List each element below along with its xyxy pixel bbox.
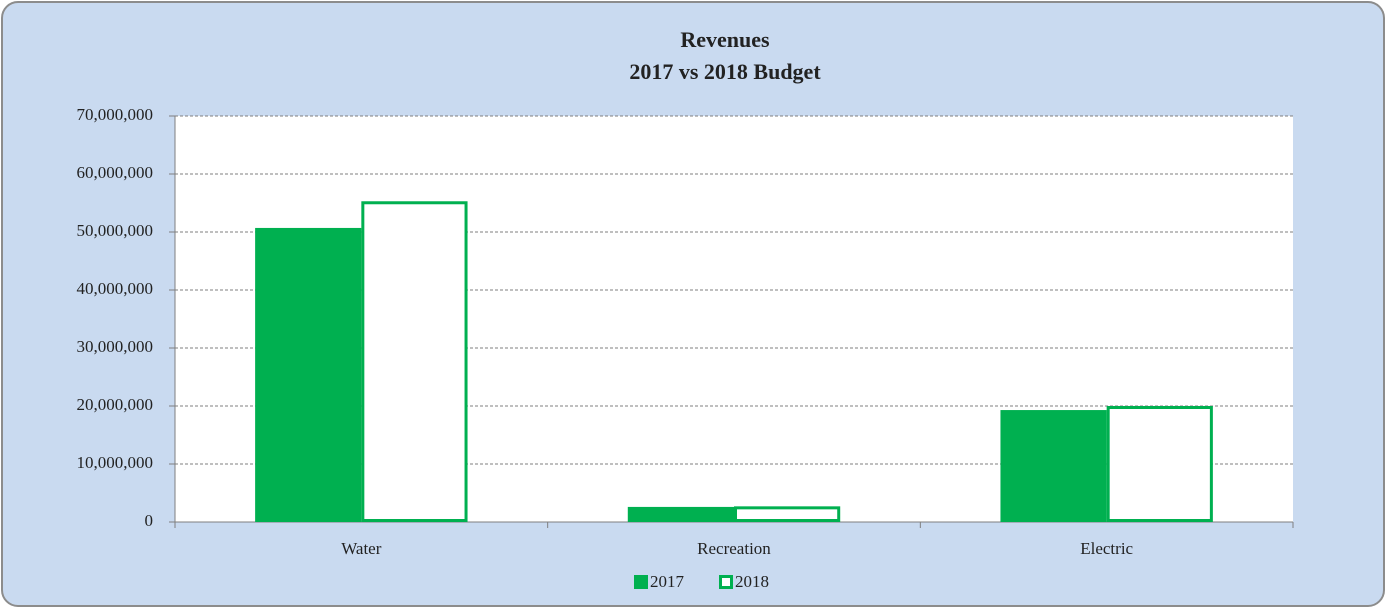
- bar: [734, 506, 841, 522]
- chart-title: Revenues: [680, 27, 770, 52]
- legend-swatch: [634, 575, 648, 589]
- legend-label: 2017: [650, 572, 685, 591]
- y-tick-label: 20,000,000: [77, 395, 154, 414]
- bar: [361, 201, 468, 522]
- chart-subtitle: 2017 vs 2018 Budget: [629, 59, 821, 84]
- bar: [627, 506, 734, 522]
- y-tick-label: 50,000,000: [77, 221, 154, 240]
- bar: [1000, 410, 1107, 522]
- y-tick-label: 70,000,000: [77, 105, 154, 124]
- y-tick-label: 10,000,000: [77, 453, 154, 472]
- legend-label: 2018: [735, 572, 769, 591]
- x-tick-label: Electric: [1080, 539, 1133, 558]
- bar: [1106, 406, 1213, 522]
- y-tick-label: 60,000,000: [77, 163, 154, 182]
- y-tick-label: 30,000,000: [77, 337, 154, 356]
- legend-swatch: [719, 575, 733, 589]
- y-tick-label: 0: [145, 511, 154, 530]
- y-tick-label: 40,000,000: [77, 279, 154, 298]
- bar: [255, 227, 362, 522]
- x-tick-label: Water: [341, 539, 381, 558]
- x-tick-label: Recreation: [697, 539, 771, 558]
